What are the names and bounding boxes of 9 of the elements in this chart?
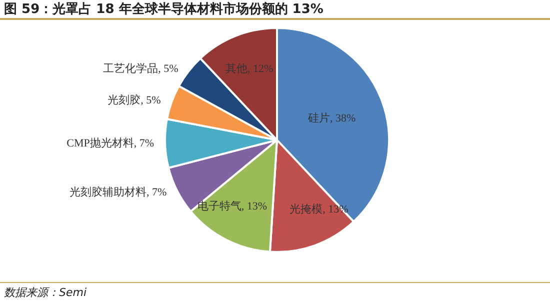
source-note: 数据来源：Semi bbox=[4, 285, 87, 300]
slice-label: 光刻胶辅助材料, 7% bbox=[69, 186, 167, 199]
slice-label: CMP抛光材料, 7% bbox=[66, 136, 154, 150]
slice-label: 其他, 12% bbox=[225, 62, 274, 76]
slice-label: 电子特气, 13% bbox=[197, 200, 268, 213]
chart-title: 图 59：光罩占 18 年全球半导体材料市场份额的 13% bbox=[4, 0, 324, 18]
slice-label: 硅片, 38% bbox=[307, 111, 356, 124]
slice-label: 光刻胶, 5% bbox=[108, 94, 161, 107]
slice-label: 工艺化学品, 5% bbox=[103, 62, 178, 75]
